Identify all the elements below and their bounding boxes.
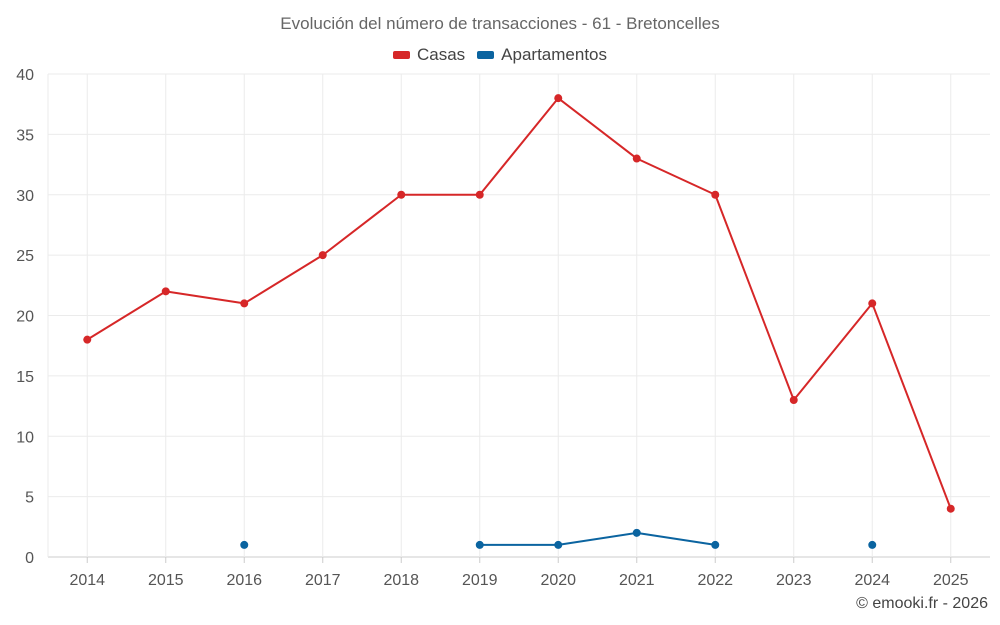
- data-point-casas: [946, 504, 955, 513]
- data-point-casas: [789, 396, 798, 405]
- data-point-apartamentos: [711, 540, 720, 549]
- data-point-apartamentos: [240, 540, 249, 549]
- x-tick-label: 2023: [776, 572, 812, 589]
- y-tick-label: 30: [16, 188, 34, 205]
- chart-title: Evolución del número de transacciones - …: [280, 14, 720, 33]
- x-tick-label: 2018: [383, 572, 419, 589]
- data-point-apartamentos: [868, 540, 877, 549]
- legend-swatch-apartamentos: [477, 51, 495, 59]
- y-tick-label: 15: [16, 369, 34, 386]
- x-tick-label: 2022: [697, 572, 733, 589]
- x-tick-label: 2021: [619, 572, 655, 589]
- x-tick-label: 2015: [148, 572, 184, 589]
- x-tick-label: 2025: [933, 572, 969, 589]
- x-tick-label: 2019: [462, 572, 498, 589]
- data-point-apartamentos: [554, 540, 563, 549]
- x-tick-label: 2014: [69, 572, 105, 589]
- data-point-casas: [397, 190, 406, 199]
- data-point-casas: [554, 94, 563, 103]
- series-line-apartamentos: [479, 531, 716, 546]
- y-tick-label: 5: [25, 490, 34, 507]
- legend-item-apartamentos[interactable]: Apartamentos: [477, 45, 607, 65]
- x-tick-label: 2017: [305, 572, 341, 589]
- data-point-apartamentos: [475, 540, 484, 549]
- data-point-casas: [868, 299, 877, 308]
- data-point-casas: [161, 287, 170, 296]
- data-point-casas: [711, 190, 720, 199]
- y-tick-label: 35: [16, 127, 34, 144]
- data-point-casas: [475, 190, 484, 199]
- series-line-casas: [86, 97, 952, 510]
- x-tick-label: 2020: [540, 572, 576, 589]
- legend-item-casas[interactable]: Casas: [392, 45, 466, 65]
- y-tick-label: 20: [16, 309, 34, 326]
- x-tick-label: 2016: [226, 572, 262, 589]
- data-point-apartamentos: [632, 528, 641, 537]
- legend: Casas Apartamentos: [0, 45, 1000, 65]
- footer-credit: © emooki.fr - 2026: [856, 595, 988, 612]
- legend-label-apartamentos: Apartamentos: [501, 45, 608, 64]
- y-tick-label: 40: [16, 67, 34, 84]
- data-point-casas: [632, 154, 641, 163]
- y-tick-label: 10: [16, 429, 34, 446]
- data-point-casas: [240, 299, 249, 308]
- x-tick-label: 2024: [854, 572, 890, 589]
- legend-swatch-casas: [392, 51, 410, 59]
- legend-label-casas: Casas: [416, 45, 466, 64]
- data-point-casas: [318, 251, 327, 260]
- data-point-casas: [83, 335, 92, 344]
- y-tick-label: 0: [25, 550, 34, 567]
- y-tick-label: 25: [16, 248, 34, 265]
